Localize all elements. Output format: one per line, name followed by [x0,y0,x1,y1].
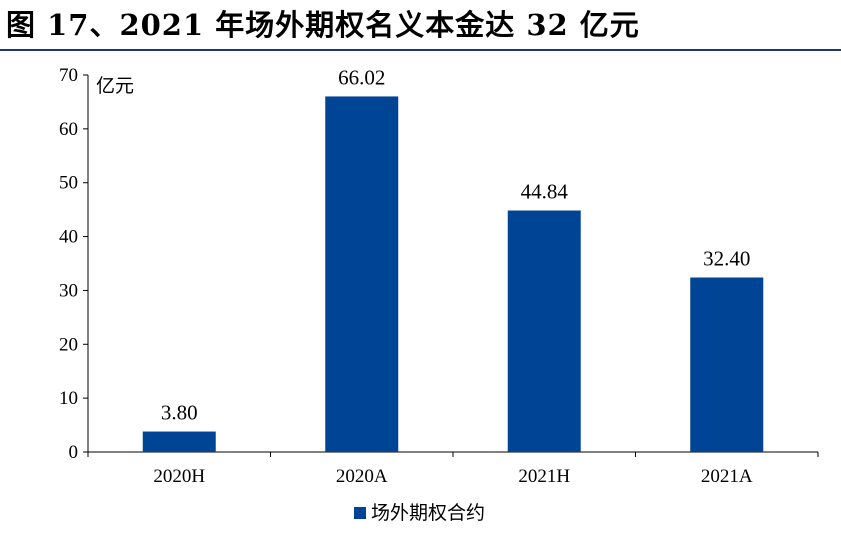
data-label: 44.84 [521,180,569,204]
title-rule [0,49,841,51]
data-label: 32.40 [703,247,750,271]
bar [325,96,399,452]
figure-title: 图 17、2021 年场外期权名义本金达 32 亿元 [6,8,640,42]
x-tick-label: 2021A [701,466,753,487]
data-label: 66.02 [338,65,385,89]
y-unit-label: 亿元 [96,75,134,97]
y-tick-label: 30 [59,280,78,301]
y-tick-label: 20 [59,334,78,355]
y-tick-label: 40 [59,227,78,248]
y-tick-label: 10 [59,388,78,409]
legend: 场外期权合约 [354,502,485,524]
y-tick-label: 50 [59,173,78,194]
bar [507,210,581,452]
legend-swatch [354,507,366,519]
y-tick-label: 70 [59,65,78,86]
legend-label: 场外期权合约 [371,502,485,524]
x-tick-label: 2021H [518,466,570,487]
bars [142,96,764,452]
data-labels: 3.80 66.02 44.84 32.40 [161,65,751,424]
x-tick-label: 2020A [336,466,388,487]
data-label: 3.80 [161,401,198,425]
bar [690,277,764,452]
y-tick-label: 60 [59,119,78,140]
bar [142,431,216,452]
x-tick-label: 2020H [153,466,205,487]
y-tick-label: 0 [69,442,79,463]
